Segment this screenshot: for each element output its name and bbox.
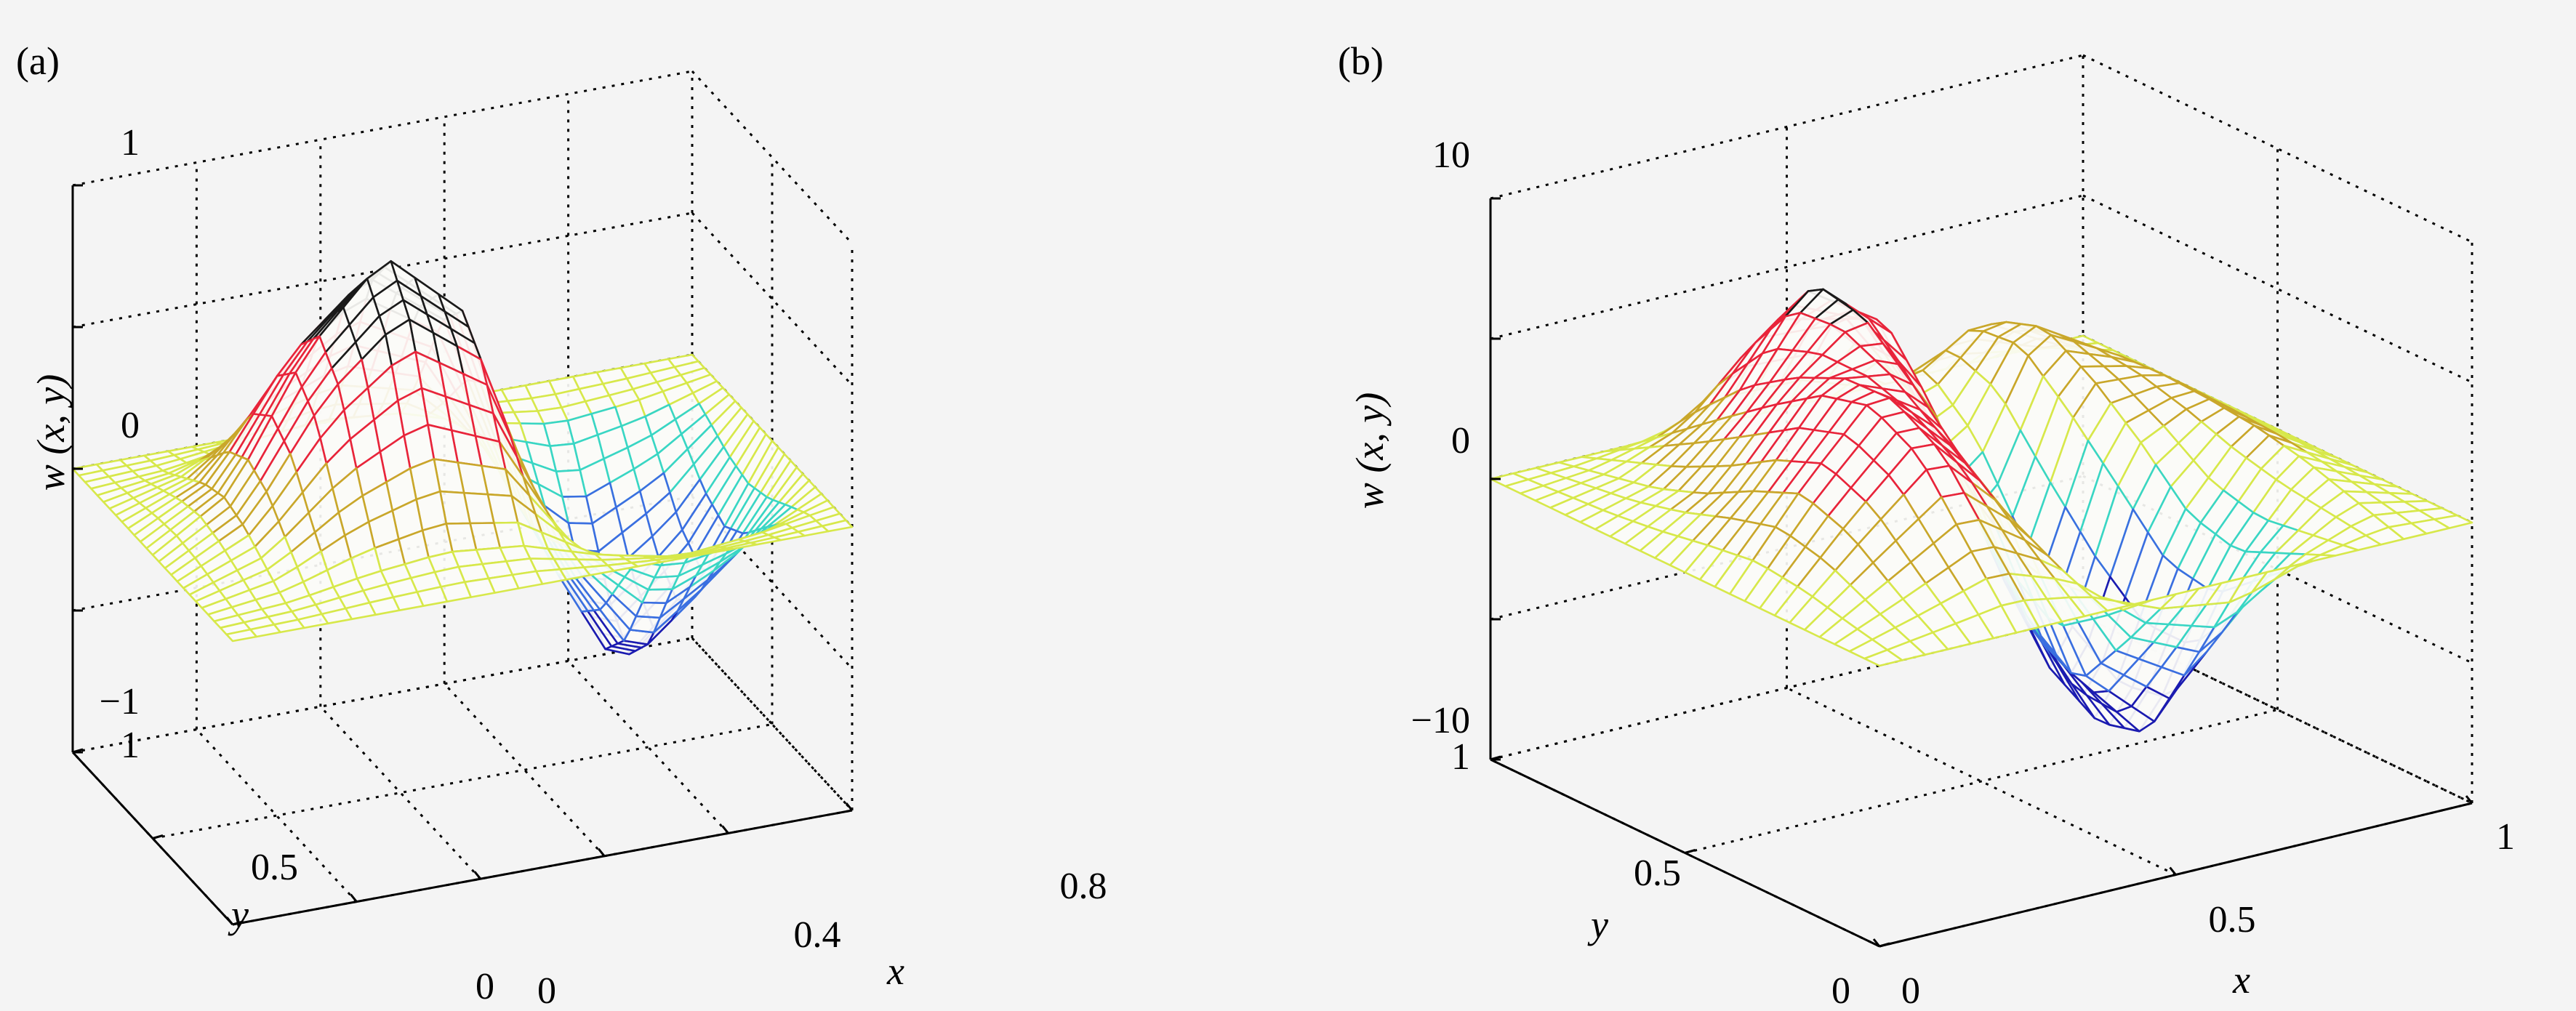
panel-b-surface bbox=[1489, 288, 2473, 733]
x-tick bbox=[1872, 938, 1881, 947]
x-tick bbox=[2169, 866, 2177, 876]
panel-a-ztick-bottom: −1 bbox=[100, 681, 140, 722]
y-tick bbox=[152, 834, 164, 839]
gridline bbox=[567, 660, 729, 834]
gridline bbox=[691, 637, 854, 812]
panel-b: (b) 10 0 −10 1 0.5 0 0 0.5 1 x y w (x, y… bbox=[1338, 39, 2515, 1011]
gridline bbox=[2082, 194, 2473, 384]
surface-mesh-cell bbox=[1863, 648, 1903, 667]
y-tick bbox=[232, 920, 244, 926]
panel-a-ztick-mid: 0 bbox=[121, 405, 140, 446]
panel-a-surface bbox=[71, 259, 854, 656]
gridline bbox=[72, 495, 693, 612]
panel-b-axes bbox=[1489, 197, 2473, 948]
y-tick bbox=[1879, 942, 1890, 948]
gridline bbox=[691, 70, 854, 245]
gridline bbox=[196, 728, 358, 903]
gridline bbox=[1490, 54, 2084, 200]
panel-a-xtick-0: 0 bbox=[537, 970, 556, 1011]
gridline bbox=[72, 212, 693, 329]
gridline bbox=[2082, 475, 2473, 664]
panel-a-xtick-08: 0.8 bbox=[1060, 866, 1107, 907]
panel-a-zlabel: w (x, y) bbox=[29, 374, 73, 491]
panel-a-ytick-0: 0 bbox=[476, 966, 494, 1007]
panel-b-ytick-1: 1 bbox=[1451, 736, 1470, 778]
gridline bbox=[2082, 54, 2473, 243]
gridline bbox=[1685, 709, 2278, 854]
x-tick bbox=[845, 802, 854, 811]
gridline bbox=[152, 723, 773, 839]
x-tick bbox=[473, 871, 481, 880]
gridline bbox=[1490, 194, 2084, 340]
panel-b-ytick-0: 0 bbox=[1831, 970, 1850, 1011]
gridline bbox=[72, 70, 693, 187]
panel-b-xtick-05: 0.5 bbox=[2209, 899, 2256, 940]
x-tick bbox=[721, 825, 729, 834]
panel-a-label: (a) bbox=[16, 39, 60, 83]
x-tick bbox=[225, 917, 234, 925]
gridline bbox=[1786, 687, 2177, 876]
panel-b-ztick-mid: 0 bbox=[1451, 420, 1470, 462]
panel-a-axes bbox=[71, 184, 854, 926]
gridline bbox=[72, 637, 693, 754]
panel-a-ylabel: y bbox=[228, 893, 249, 936]
panel-b-xtick-1: 1 bbox=[2496, 816, 2515, 858]
gridline bbox=[691, 212, 854, 387]
panel-b-xtick-0: 0 bbox=[1901, 970, 1920, 1011]
panel-a-ztick-top: 1 bbox=[121, 122, 140, 164]
x-tick bbox=[2465, 795, 2473, 804]
panel-a-xtick-04: 0.4 bbox=[794, 914, 841, 956]
y-tick bbox=[1490, 755, 1501, 761]
panel-a-xlabel: x bbox=[886, 949, 904, 993]
panel-b-label: (b) bbox=[1338, 39, 1384, 83]
panel-b-ztick-top: 10 bbox=[1432, 134, 1470, 176]
y-tick bbox=[72, 748, 84, 754]
surface-mesh-cell bbox=[225, 628, 258, 643]
x-axis bbox=[232, 809, 853, 926]
x-tick bbox=[598, 847, 606, 857]
gridline bbox=[2082, 615, 2473, 805]
x-tick bbox=[350, 893, 358, 903]
gridline bbox=[691, 637, 854, 812]
gridline bbox=[319, 706, 481, 880]
panel-a: (a) 1 0 −1 1 0.5 0 0 0.4 0.8 x y w (x, y… bbox=[16, 39, 1107, 1011]
gridline bbox=[444, 682, 606, 857]
panel-b-ytick-05: 0.5 bbox=[1634, 853, 1681, 894]
panel-b-ztick-bottom: −10 bbox=[1411, 700, 1470, 741]
panel-a-ytick-1: 1 bbox=[121, 725, 140, 766]
panel-b-xlabel: x bbox=[2232, 958, 2250, 1002]
panel-b-ylabel: y bbox=[1587, 903, 1608, 946]
y-tick bbox=[1685, 849, 1696, 854]
gridline bbox=[1490, 615, 2084, 761]
panel-b-zlabel: w (x, y) bbox=[1348, 392, 1392, 509]
panel-a-ytick-05: 0.5 bbox=[251, 847, 298, 888]
gridline bbox=[72, 637, 693, 754]
